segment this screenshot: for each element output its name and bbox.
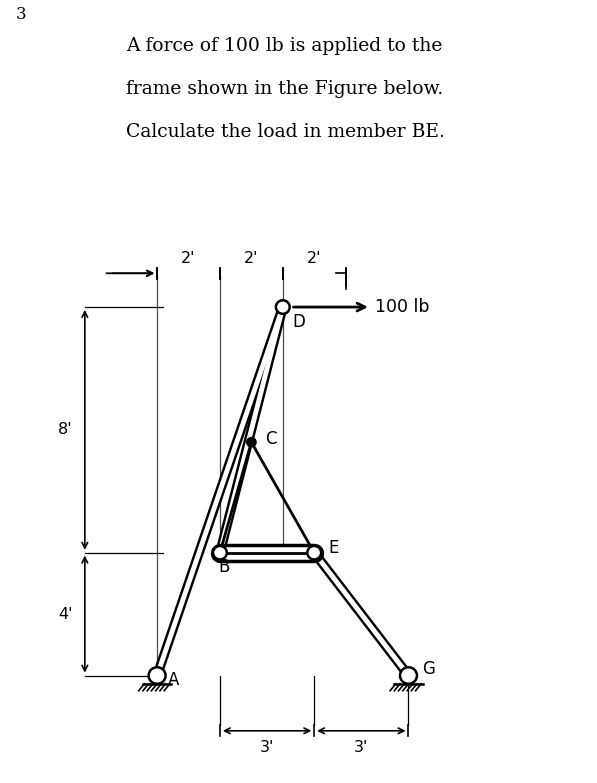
Circle shape bbox=[307, 546, 321, 560]
Text: G: G bbox=[423, 660, 435, 678]
Text: 3': 3' bbox=[260, 740, 274, 755]
Circle shape bbox=[149, 667, 165, 684]
Text: 2': 2' bbox=[181, 251, 196, 265]
Text: A force of 100 lb is applied to the: A force of 100 lb is applied to the bbox=[126, 37, 442, 55]
Text: 3': 3' bbox=[354, 740, 368, 755]
Circle shape bbox=[247, 438, 256, 447]
Text: A: A bbox=[168, 671, 180, 689]
Text: C: C bbox=[266, 430, 277, 448]
Circle shape bbox=[276, 301, 290, 314]
Text: 4': 4' bbox=[58, 607, 72, 622]
Text: 2': 2' bbox=[307, 251, 321, 265]
Circle shape bbox=[400, 667, 417, 684]
Text: frame shown in the Figure below.: frame shown in the Figure below. bbox=[126, 80, 443, 98]
Text: D: D bbox=[293, 313, 306, 331]
Text: B: B bbox=[219, 557, 230, 576]
Text: Calculate the load in member BE.: Calculate the load in member BE. bbox=[126, 123, 445, 141]
Text: 3: 3 bbox=[16, 6, 26, 23]
Text: E: E bbox=[328, 539, 338, 557]
Text: 8': 8' bbox=[58, 422, 72, 438]
Circle shape bbox=[213, 546, 227, 560]
Text: 100 lb: 100 lb bbox=[376, 298, 430, 316]
Text: 2': 2' bbox=[244, 251, 259, 265]
